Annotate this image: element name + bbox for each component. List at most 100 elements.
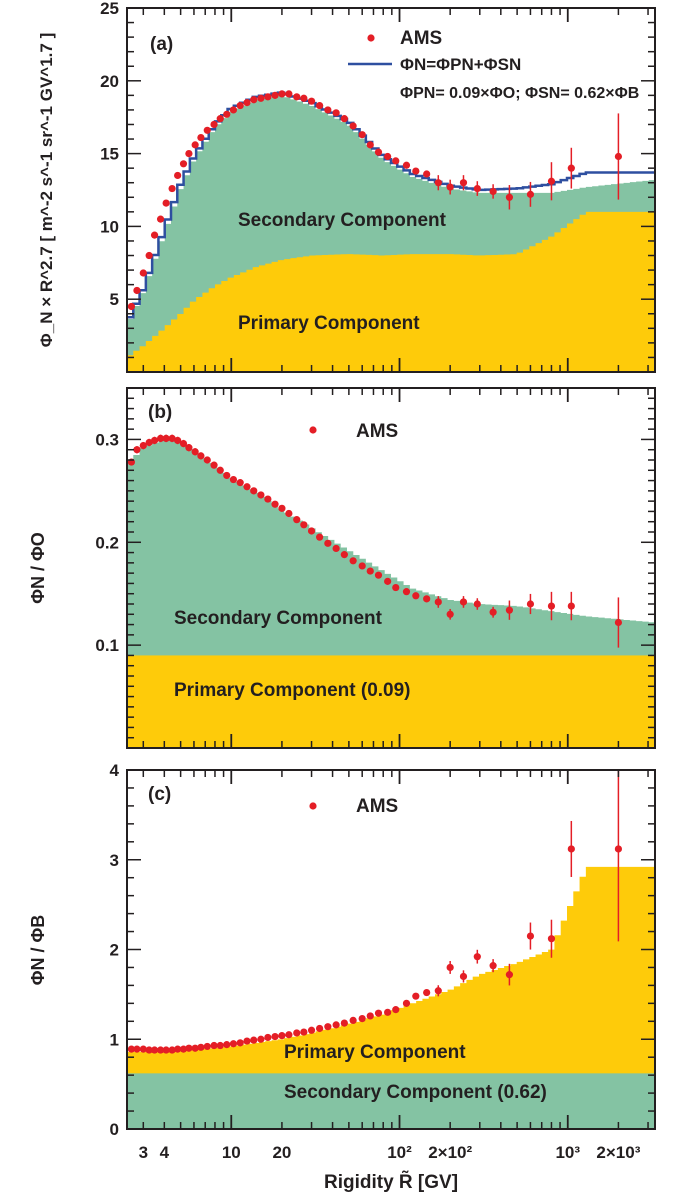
plot-frame [126, 387, 656, 749]
ams-marker [271, 1032, 279, 1041]
ams-data-point [162, 434, 170, 443]
ams-marker [216, 1041, 224, 1050]
ams-data-point [473, 598, 481, 610]
panel-b-label: (b) [148, 402, 172, 423]
ams-marker [434, 598, 442, 606]
ams-marker [139, 269, 147, 277]
ams-data-point [614, 597, 623, 648]
ams-data-point [203, 126, 211, 134]
ams-marker [156, 1046, 165, 1054]
ams-marker [133, 286, 141, 295]
ams-marker [412, 592, 420, 600]
panel-b-legend-ams-label: AMS [356, 421, 398, 442]
ams-marker [197, 452, 205, 460]
ams-marker [191, 141, 199, 149]
panel-a: 5 10 15 20 25 (a) AMS ΦN=ΦPN+ΦSN ΦPN= 0.09×Φ… [37, 0, 656, 373]
ams-data-point [446, 608, 454, 620]
ams-data-point [210, 120, 218, 129]
ams-data-point [168, 1046, 176, 1054]
ams-data-point [236, 479, 244, 487]
panel-b-axes: 0.1 0.2 0.3 [95, 387, 656, 749]
ams-data-point [197, 452, 205, 460]
ams-data-point [223, 110, 231, 118]
ams-marker [349, 122, 357, 130]
ams-marker [526, 190, 535, 198]
ams-data-point [567, 147, 575, 189]
y-tick-label: 10 [100, 217, 119, 236]
ams-marker [384, 152, 392, 161]
ams-data-point [250, 487, 258, 495]
ams-marker [324, 1023, 332, 1031]
ams-data-point [229, 1040, 238, 1048]
panel-a-secondary-label: Secondary Component [238, 210, 447, 231]
ams-marker [223, 1041, 231, 1049]
ams-data-point [392, 583, 400, 592]
ams-data-point [285, 90, 293, 98]
ams-marker [203, 126, 211, 134]
ams-marker [271, 500, 279, 508]
ams-data-point [236, 1039, 244, 1047]
ams-data-point [223, 471, 231, 480]
ams-data-point [139, 441, 147, 450]
ams-data-point [307, 527, 316, 535]
ams-data-point [316, 533, 324, 541]
ams-marker [316, 101, 324, 110]
ams-data-point [264, 495, 272, 503]
ams-marker [473, 184, 481, 193]
ams-marker [278, 90, 286, 98]
ams-data-point [271, 500, 279, 508]
ams-marker [179, 160, 188, 168]
ams-data-point [614, 770, 623, 942]
ams-marker [236, 1039, 244, 1047]
ams-marker [366, 567, 374, 575]
x-tick-label: 10 [222, 1143, 241, 1162]
ams-data-point [264, 93, 272, 101]
ams-data-point [203, 456, 211, 464]
ams-marker [358, 131, 366, 139]
ams-data-point [358, 562, 366, 570]
ams-data-point [185, 444, 193, 452]
ams-marker [505, 606, 514, 614]
panel-c-label: (c) [148, 784, 171, 805]
panel-b-ams-points [127, 434, 623, 648]
ams-data-point [179, 160, 188, 168]
ams-marker [285, 1031, 293, 1039]
ams-data-point [505, 185, 514, 210]
ams-data-point [162, 1046, 170, 1054]
ams-data-point [547, 919, 556, 958]
ams-data-point [324, 539, 332, 547]
ams-marker [307, 97, 316, 105]
ams-marker [423, 595, 431, 603]
ams-data-point [366, 567, 374, 575]
ams-data-point [349, 1016, 357, 1025]
ams-marker [505, 971, 514, 979]
plot-frame [126, 7, 656, 373]
ams-data-point [489, 184, 497, 199]
ams-data-point [567, 591, 575, 621]
ams-data-point [150, 1046, 159, 1054]
ams-marker [402, 161, 411, 169]
ams-data-point [278, 504, 286, 512]
ams-marker [210, 1041, 218, 1050]
ams-data-point [229, 106, 238, 114]
ams-marker [526, 932, 535, 940]
ams-marker [358, 562, 366, 570]
ams-marker [316, 533, 324, 541]
ams-marker [300, 521, 308, 529]
x-axis-label: Rigidity R̃ [GV] [324, 1170, 458, 1193]
panel-c-ams-points [127, 770, 623, 1054]
ams-marker [402, 588, 411, 596]
panel-c-primary-label: Primary Component [284, 1042, 466, 1063]
ams-marker [250, 1036, 258, 1044]
ams-marker [179, 1045, 188, 1053]
ams-data-point [459, 175, 468, 191]
panel-b-legend-ams-marker [309, 426, 317, 434]
ams-marker [216, 466, 224, 474]
ams-data-point [366, 141, 374, 149]
ams-data-point [179, 439, 188, 448]
ams-marker [547, 177, 556, 185]
ams-data-point [434, 596, 442, 608]
ams-data-point [526, 181, 535, 207]
ams-data-point [179, 1045, 188, 1053]
